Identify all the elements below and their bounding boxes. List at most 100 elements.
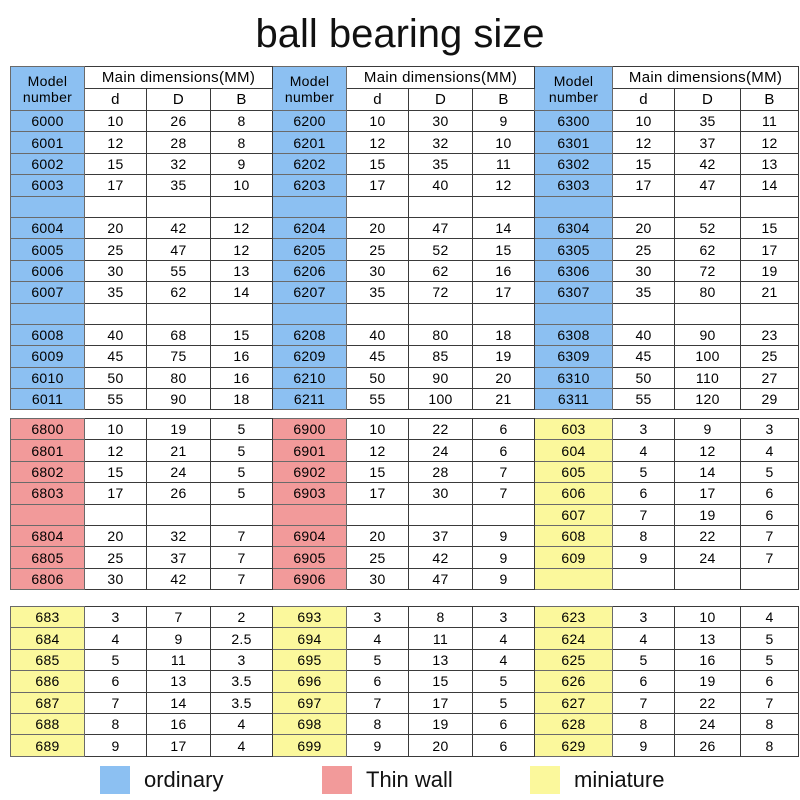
dimension-cell: 12 bbox=[209, 238, 274, 261]
model-number-cell: 6307 bbox=[534, 281, 614, 304]
dimension-cell: 72 bbox=[674, 259, 742, 283]
model-number-cell: 6800 bbox=[10, 417, 85, 441]
dimension-cell bbox=[84, 503, 147, 526]
dimension-cell: 20 bbox=[472, 366, 536, 390]
model-number-cell: 6210 bbox=[272, 366, 348, 390]
dimension-cell: 17 bbox=[84, 482, 147, 505]
dimension-cell: 120 bbox=[674, 388, 742, 411]
model-number-cell: 6204 bbox=[272, 216, 348, 240]
legend-label: Thin wall bbox=[366, 767, 453, 792]
dimension-cell: 80 bbox=[408, 323, 474, 347]
dimension-cell: 4 bbox=[740, 605, 799, 629]
legend-label: ordinary bbox=[144, 767, 224, 792]
dimension-cell: 6 bbox=[472, 417, 535, 441]
table-row: 685 5 11 3 695 5 13 4 625 5 16 5 bbox=[10, 648, 799, 672]
dimension-cell bbox=[346, 195, 410, 218]
dimension-cell: 5 bbox=[84, 648, 147, 672]
model-number-cell: 6009 bbox=[10, 345, 85, 368]
model-number-cell: 6306 bbox=[534, 259, 614, 283]
model-number-cell: 6802 bbox=[10, 460, 85, 484]
dimension-cell: 24 bbox=[674, 546, 741, 569]
dimension-cell: 13 bbox=[740, 152, 800, 176]
model-number-cell: 6904 bbox=[272, 524, 347, 548]
dimension-cell: 5 bbox=[612, 648, 675, 672]
model-number-cell: 6203 bbox=[272, 174, 348, 197]
model-number-cell: 698 bbox=[272, 712, 347, 736]
dimension-cell: 25 bbox=[740, 345, 800, 368]
dimension-cell: 22 bbox=[408, 417, 473, 441]
dimension-cell bbox=[472, 302, 536, 325]
dimension-cell: 14 bbox=[472, 216, 536, 240]
dimension-cell: 4 bbox=[210, 734, 273, 757]
dimension-cell: 42 bbox=[408, 546, 473, 569]
dimension-cell: 62 bbox=[674, 238, 742, 261]
model-number-cell: 628 bbox=[534, 712, 613, 736]
dimension-cell: 4 bbox=[346, 627, 409, 650]
dimension-cell: 17 bbox=[612, 174, 676, 197]
dimension-cell: 12 bbox=[209, 216, 274, 240]
model-number-cell: 6004 bbox=[10, 216, 85, 240]
model-number-cell: 6901 bbox=[272, 439, 347, 462]
dimension-cell: 7 bbox=[210, 567, 273, 591]
dimension-cell: 40 bbox=[346, 323, 410, 347]
dimension-cell: 5 bbox=[346, 648, 409, 672]
dimension-outer-header: D bbox=[146, 88, 211, 111]
dimension-cell: 55 bbox=[612, 388, 676, 411]
table-row: 6001 12 28 8 6201 12 32 10 6301 12 37 12 bbox=[10, 131, 800, 154]
dimension-cell bbox=[408, 195, 474, 218]
dimension-cell: 12 bbox=[612, 131, 676, 154]
model-number-header: Model number bbox=[10, 66, 85, 111]
dimension-cell: 7 bbox=[346, 691, 409, 714]
model-number-cell: 6302 bbox=[534, 152, 614, 176]
model-number-cell: 627 bbox=[534, 691, 613, 714]
dimension-cell bbox=[408, 302, 474, 325]
dimension-cell: 15 bbox=[472, 238, 536, 261]
dimension-cell: 10 bbox=[346, 109, 410, 133]
dimension-cell: 14 bbox=[209, 281, 274, 304]
model-number-cell: 6008 bbox=[10, 323, 85, 347]
dimension-cell: 15 bbox=[740, 216, 800, 240]
dimension-cell: 42 bbox=[146, 567, 211, 591]
dimension-cell: 12 bbox=[472, 174, 536, 197]
dimension-cell: 15 bbox=[346, 460, 409, 484]
dimension-cell: 30 bbox=[84, 567, 147, 591]
dimension-cell: 4 bbox=[472, 648, 535, 672]
model-number-cell: 6803 bbox=[10, 482, 85, 505]
model-number-cell: 626 bbox=[534, 670, 613, 693]
dimension-cell: 19 bbox=[146, 417, 211, 441]
dimension-cell: 15 bbox=[408, 670, 473, 693]
model-number-cell: 623 bbox=[534, 605, 613, 629]
dimension-cell: 100 bbox=[674, 345, 742, 368]
model-number-cell: 684 bbox=[10, 627, 85, 650]
dimension-cell: 7 bbox=[84, 691, 147, 714]
dimension-cell: 3 bbox=[210, 648, 273, 672]
model-number-cell: 688 bbox=[10, 712, 85, 736]
dimension-cell: 29 bbox=[740, 388, 800, 411]
dimension-cell: 12 bbox=[740, 131, 800, 154]
model-number-cell bbox=[534, 567, 613, 591]
dimension-cell: 17 bbox=[408, 691, 473, 714]
dimension-cell: 9 bbox=[612, 546, 675, 569]
dimension-cell: 52 bbox=[674, 216, 742, 240]
dimension-cell: 12 bbox=[346, 439, 409, 462]
dimension-cell: 12 bbox=[346, 131, 410, 154]
dimension-cell: 17 bbox=[346, 482, 409, 505]
dimension-cell: 17 bbox=[674, 482, 741, 505]
model-number-cell: 6209 bbox=[272, 345, 348, 368]
dimension-cell: 11 bbox=[408, 627, 473, 650]
legend-swatch-miniature bbox=[530, 766, 560, 794]
dimension-cell: 24 bbox=[674, 712, 741, 736]
dimension-cell: 4 bbox=[210, 712, 273, 736]
dimension-cell: 10 bbox=[84, 417, 147, 441]
dimension-cell bbox=[84, 302, 147, 325]
dimension-cell: 9 bbox=[472, 567, 535, 591]
dimension-cell: 32 bbox=[146, 152, 211, 176]
dimension-cell: 6 bbox=[612, 670, 675, 693]
dimension-cell: 5 bbox=[210, 439, 273, 462]
dimension-cell bbox=[408, 503, 473, 526]
dimension-cell: 55 bbox=[146, 259, 211, 283]
dimension-cell: 26 bbox=[674, 734, 741, 757]
dimension-cell: 7 bbox=[740, 524, 799, 548]
dimension-cell bbox=[612, 302, 676, 325]
